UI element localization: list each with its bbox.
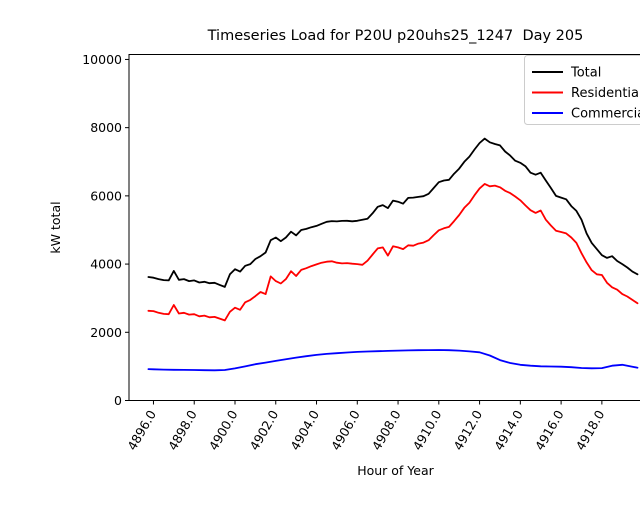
x-tick-label: 4898.0 bbox=[165, 407, 200, 452]
x-tick-label: 4896.0 bbox=[124, 407, 159, 452]
series-line-commercial bbox=[148, 350, 637, 370]
y-tick-label: 0 bbox=[114, 393, 122, 408]
x-tick-label: 4914.0 bbox=[491, 407, 526, 452]
y-tick-label: 8000 bbox=[90, 120, 122, 135]
x-tick-label: 4912.0 bbox=[450, 407, 485, 452]
y-tick-label: 6000 bbox=[90, 188, 122, 203]
y-tick-label: 4000 bbox=[90, 257, 122, 272]
x-tick-label: 4902.0 bbox=[246, 407, 281, 452]
x-tick-label: 4910.0 bbox=[410, 407, 445, 452]
x-tick-label: 4908.0 bbox=[369, 407, 404, 452]
legend-label: Residential bbox=[571, 86, 640, 101]
x-tick-label: 4918.0 bbox=[573, 407, 608, 452]
legend-label: Total bbox=[570, 66, 601, 81]
legend: Total Residential Commercial bbox=[525, 56, 640, 125]
x-tick-label: 4900.0 bbox=[206, 407, 241, 452]
y-axis-label: kW total bbox=[48, 201, 63, 253]
y-tick-label: 10000 bbox=[82, 52, 122, 67]
x-tick-label: 4906.0 bbox=[328, 407, 363, 452]
y-tick-label: 2000 bbox=[90, 325, 122, 340]
chart-title: Timeseries Load for P20U p20uhs25_1247 D… bbox=[207, 28, 584, 44]
series-line-residential bbox=[148, 184, 637, 321]
x-tick-label: 4916.0 bbox=[532, 407, 567, 452]
legend-label: Commercial bbox=[571, 107, 640, 122]
series-line-total bbox=[148, 139, 637, 287]
x-tick-label: 4904.0 bbox=[287, 407, 322, 452]
x-axis-label: Hour of Year bbox=[357, 463, 434, 478]
